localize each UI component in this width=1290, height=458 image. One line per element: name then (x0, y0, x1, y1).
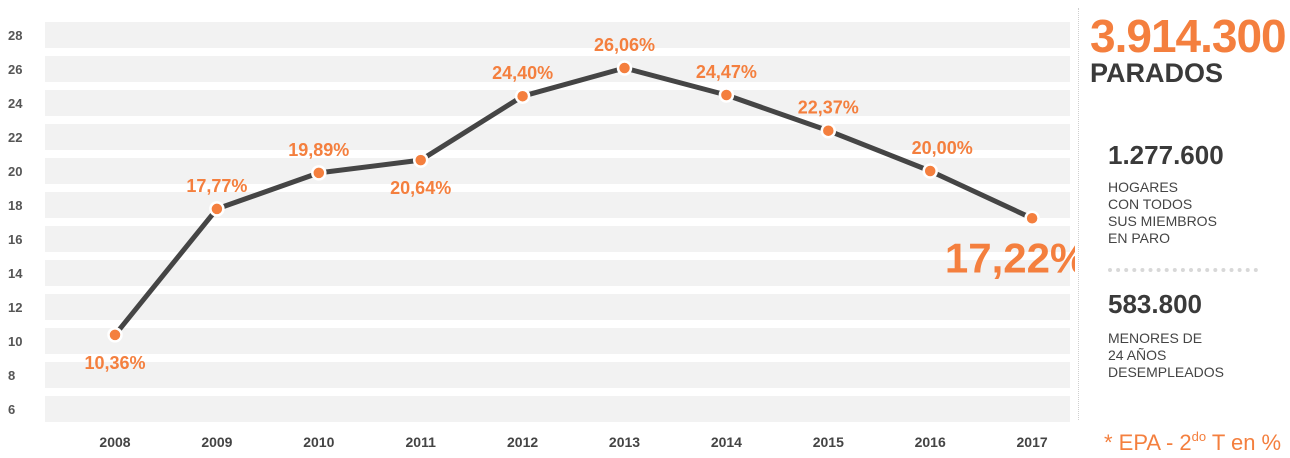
grid-band (45, 294, 1070, 320)
grid-band (45, 124, 1070, 150)
y-tick-label: 14 (8, 266, 23, 281)
x-tick-label: 2012 (507, 434, 538, 450)
x-tick-label: 2010 (303, 434, 334, 450)
x-tick-label: 2011 (406, 434, 437, 450)
footnote-superscript: do (1191, 429, 1207, 444)
footnote-suffix: T en % (1206, 430, 1282, 455)
headline-number: 3.914.300 (1090, 10, 1287, 62)
data-label: 24,40% (492, 63, 553, 83)
grid-band (45, 90, 1070, 116)
y-tick-label: 10 (8, 334, 22, 349)
data-labels: 10,36% 17,77% 19,89% 20,64% 24,40% 26,06% 24,4… (84, 35, 1075, 373)
x-tick-label: 2015 (813, 434, 844, 450)
footnote: * EPA - 2do T en % (1104, 422, 1281, 458)
grid-band (45, 158, 1070, 184)
x-tick-label: 2016 (915, 434, 946, 450)
data-point (922, 163, 938, 179)
data-label: 17,77% (186, 176, 247, 196)
stat-separator (1108, 268, 1258, 272)
data-label: 17,22% (945, 234, 1075, 281)
y-tick-label: 12 (8, 300, 22, 315)
grid-band (45, 56, 1070, 82)
data-label: 19,89% (288, 140, 349, 160)
stat-households-text: HOGARES CON TODOS SUS MIEMBROS EN PARO (1108, 179, 1217, 246)
y-tick-label: 28 (8, 28, 22, 43)
sidebar-divider (1078, 8, 1079, 420)
footnote-prefix: * EPA - 2 (1104, 430, 1192, 455)
data-point (209, 201, 225, 217)
y-tick-label: 26 (8, 62, 22, 77)
stat-youth-number: 583.800 (1108, 289, 1202, 319)
x-tick-label: 2008 (99, 434, 130, 450)
data-markers (107, 60, 1040, 343)
data-point (1024, 210, 1040, 227)
stat-youth-text: MENORES DE 24 AÑOS DESEMPLEADOS (1108, 330, 1224, 380)
grid-band (45, 260, 1070, 286)
data-label: 24,47% (696, 62, 757, 82)
sidebar: 3.914.300 PARADOS 1.277.600 HOGARES CON … (1090, 0, 1287, 458)
x-tick-label: 2014 (711, 434, 742, 450)
data-point (718, 87, 735, 103)
data-point (820, 122, 837, 139)
data-label: 20,00% (912, 138, 973, 158)
y-axis-ticks: 28 26 24 22 20 18 16 14 12 10 8 6 (8, 28, 23, 417)
data-point (412, 152, 429, 168)
grid-band (45, 362, 1070, 388)
y-tick-label: 16 (8, 232, 22, 247)
x-axis-ticks: 2008 2009 2010 2011 2012 2013 2014 2015 2016 2017 (99, 434, 1047, 450)
data-point (616, 60, 633, 76)
data-point (107, 327, 123, 343)
y-tick-label: 8 (8, 368, 15, 383)
grid-bands (45, 22, 1070, 422)
data-label: 10,36% (84, 353, 145, 373)
data-label: 26,06% (594, 35, 655, 55)
data-point (311, 165, 327, 181)
y-tick-label: 24 (8, 96, 23, 111)
y-tick-label: 18 (8, 198, 22, 213)
headline-label: PARADOS (1090, 58, 1224, 88)
grid-band (45, 396, 1070, 422)
x-tick-label: 2009 (201, 434, 232, 450)
data-label: 20,64% (390, 178, 451, 198)
data-point (514, 88, 531, 104)
x-tick-label: 2013 (609, 434, 640, 450)
grid-band (45, 22, 1070, 48)
grid-band (45, 226, 1070, 252)
stat-households-number: 1.277.600 (1108, 140, 1224, 170)
y-tick-label: 20 (8, 164, 22, 179)
data-label: 22,37% (798, 98, 859, 118)
grid-band (45, 328, 1070, 354)
y-tick-label: 6 (8, 402, 15, 417)
series-line (112, 65, 1035, 338)
y-tick-label: 22 (8, 130, 22, 145)
x-tick-label: 2017 (1017, 434, 1048, 450)
